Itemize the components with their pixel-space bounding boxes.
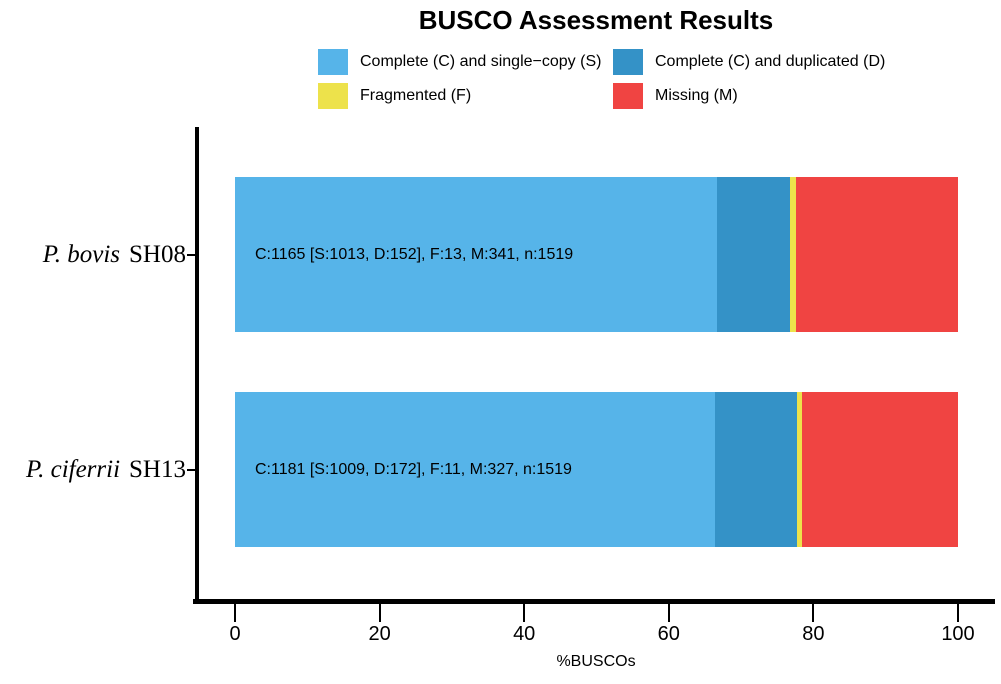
legend-swatch-F-icon [318,83,348,109]
bar-segment-M [795,177,958,332]
legend-swatch-S-icon [318,49,348,75]
legend-item-S: Complete (C) and single−copy (S) [318,49,601,75]
bar-segment-D [715,392,798,547]
category-strain-name: SH08 [129,240,186,268]
x-tick-mark [523,604,526,622]
bar-segment-D [717,177,790,332]
x-tick-mark [234,604,236,622]
x-tick-label: 20 [368,623,391,645]
bar-annotation: C:1165 [S:1013, D:152], F:13, M:341, n:1… [255,245,574,263]
category-label-SH08: P. bovis SH08 [0,177,186,332]
legend-label-M: Missing (M) [655,87,738,104]
category-species-name: P. bovis [42,240,121,268]
category-label-SH13: P. ciferrii SH13 [0,392,186,547]
category-species-name: P. ciferrii [26,455,121,483]
x-tick-label: 60 [657,623,680,645]
legend-item-F: Fragmented (F) [318,83,471,109]
legend-label-S: Complete (C) and single−copy (S) [360,53,602,70]
legend-item-D: Complete (C) and duplicated (D) [613,49,885,75]
x-tick-label: 80 [802,623,825,645]
y-tick-mark [187,468,195,471]
x-tick-label: 40 [513,623,536,645]
x-axis-title: %BUSCOs [556,653,636,670]
legend-swatch-M-icon [613,83,643,109]
bar-row-SH08: C:1165 [S:1013, D:152], F:13, M:341, n:1… [235,177,958,332]
y-tick-mark [187,253,195,256]
x-tick-mark [667,604,670,622]
x-tick-label: 100 [941,623,975,645]
category-strain-name: SH13 [129,455,186,483]
bar-segment-F [789,177,796,332]
bar-row-SH13: C:1181 [S:1009, D:172], F:11, M:327, n:1… [235,392,958,547]
bar-annotation: C:1181 [S:1009, D:172], F:11, M:327, n:1… [255,460,572,478]
legend-swatch-D-icon [613,49,643,75]
legend-label-D: Complete (C) and duplicated (D) [655,53,886,70]
bar-segment-S [235,177,718,332]
bar-segment-M [802,392,958,547]
x-tick-mark [957,604,959,622]
x-axis-line [193,599,995,604]
x-tick-label: 0 [229,623,241,645]
y-axis-line [195,127,199,604]
bar-segment-F [797,392,803,547]
bar-segment-S [235,392,716,547]
legend-label-F: Fragmented (F) [360,87,472,104]
x-tick-mark [378,604,381,622]
legend-item-M: Missing (M) [613,83,738,109]
chart-title: BUSCO Assessment Results [418,5,774,35]
x-tick-mark [812,604,815,622]
